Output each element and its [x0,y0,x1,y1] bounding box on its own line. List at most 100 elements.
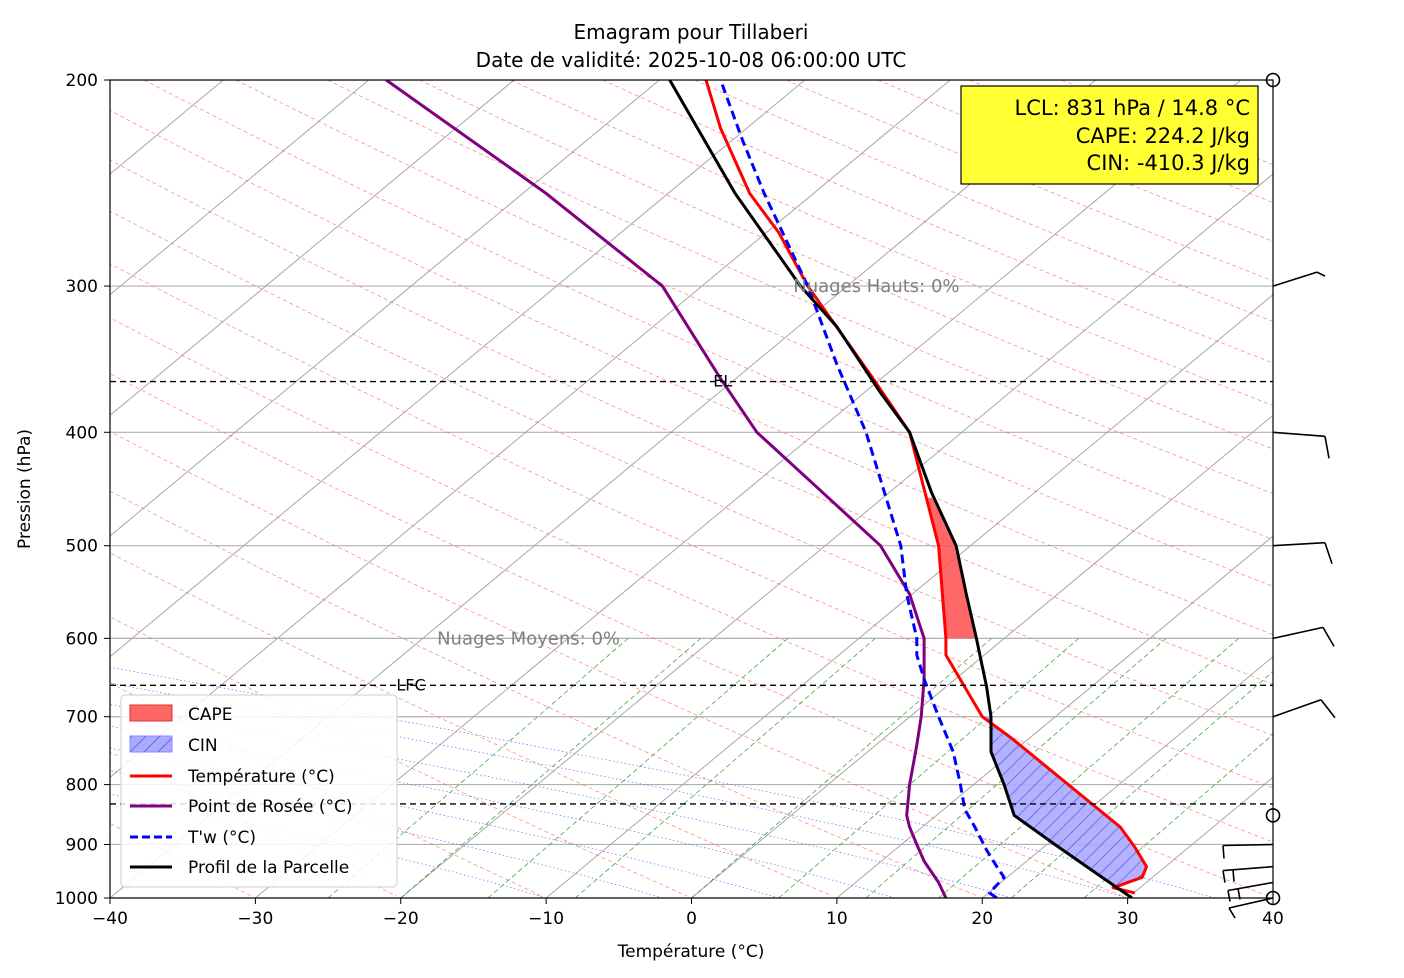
dry-adiabat [694,80,1273,322]
chart-title: Emagram pour Tillaberi [574,20,809,44]
legend-cape-label: CAPE [188,705,233,725]
y-tick-label: 1000 [55,889,98,909]
legend-parcel-label: Profil de la Parcelle [188,858,349,878]
legend: CAPE CIN Température (°C) Point de Rosée… [120,694,398,888]
mixing-ratio-line [1011,671,1273,898]
legend-dewpoint-label: Point de Rosée (°C) [188,797,353,817]
x-tick-label: −20 [383,909,419,929]
wind-barb-segment [1272,541,1326,547]
wind-barb-segment [1272,431,1326,438]
info-cin: CIN: -410.3 J/kg [1087,151,1250,175]
wind-barb-segment [1228,897,1274,909]
wind-barb-segment [1272,626,1324,640]
level-label-lfc: LFC [396,675,425,694]
wind-barb-600 [1272,626,1335,647]
isotherm [110,80,806,658]
calm-wind-circle [1265,890,1281,906]
x-tick-label: −40 [92,909,128,929]
y-axis-label: Pression (hPa) [15,429,35,549]
dry-adiabat [419,80,1273,450]
mixing-ratio-line [574,638,876,898]
cape-area [926,497,977,639]
wind-barb-segment [1272,271,1318,287]
dry-adiabat [110,317,1273,843]
legend-cin-swatch [129,735,173,753]
wind-barb-300 [1272,271,1326,287]
wind-barb-segment [1322,626,1335,647]
isotherm [110,80,370,296]
isotherm [1272,897,1273,898]
isotherm [255,80,1242,898]
y-tick-label: 800 [66,776,98,796]
wind-barb-segment [1272,698,1322,718]
legend-frame [120,694,398,888]
y-tick-label: 500 [66,537,98,557]
dry-adiabat [143,80,1273,587]
mixing-ratio-line [778,638,1079,898]
wind-barb-segment [1227,890,1231,902]
cin-area [982,716,1147,893]
wind-barb-segment [1222,870,1226,883]
moist-adiabat [110,682,1128,898]
wind-barb-970 [1227,881,1274,902]
x-axis-label: Température (°C) [617,942,765,962]
level-label-el: EL [713,372,732,391]
wind-barb-940 [1222,865,1274,883]
calm-wind-circle [1265,72,1281,88]
wind-barb-700 [1272,698,1336,719]
mixing-ratio-line [487,638,789,898]
dry-adiabat [110,431,1123,897]
isotherm [545,294,1273,898]
wind-barb-segment [1222,865,1274,872]
isotherm [0,68,92,898]
y-tick-label: 400 [66,423,98,443]
isotherm [110,80,515,417]
wind-barb-segment [1237,888,1241,900]
legend-cin-label: CIN [188,736,218,756]
parcel-line [668,80,1133,898]
x-tick-label: −10 [528,909,564,929]
isotherm [110,80,661,537]
info-cape: CAPE: 224.2 J/kg [1076,124,1250,148]
wind-barb-segment [1324,542,1333,564]
wind-barb-segment [1228,907,1236,919]
mixing-ratio-line [691,638,992,898]
moist-adiabat [110,666,1215,898]
legend-wetbulb-label: T'w (°C) [187,828,256,848]
x-tick-label: 0 [686,909,697,929]
legend-temperature-label: Température (°C) [187,767,335,787]
isotherm [691,414,1273,898]
cloud-label: Nuages Hauts: 0% [793,276,959,297]
wind-barb-segment [1324,436,1330,459]
info-box-background [960,85,1259,185]
isotherm [981,656,1273,898]
info-box: LCL: 831 hPa / 14.8 °C CAPE: 224.2 J/kg … [960,85,1259,185]
y-tick-label: 600 [66,629,98,649]
moist-adiabat [110,704,1012,898]
dry-adiabat [877,80,1273,242]
dry-adiabat [602,80,1273,364]
mixing-ratio-line [400,638,701,898]
dry-adiabat [110,110,1273,636]
y-tick-label: 700 [66,708,98,728]
dry-adiabat [786,80,1273,282]
dry-adiabat [235,80,1273,540]
wind-barb-segment [1222,843,1274,847]
x-tick-label: 10 [826,909,848,929]
dewpoint-line [385,80,948,898]
x-tick-label: 30 [1117,909,1139,929]
wind-barb-1000 [1228,897,1274,919]
dry-adiabat [1061,80,1273,165]
wind-barb-500 [1272,541,1333,564]
dry-adiabat [327,80,1273,495]
cloud-label: Nuages Moyens: 0% [437,628,620,649]
wind-barb-segment [1222,845,1225,859]
wind-barb-segment [1232,869,1235,882]
wetbulb-line [719,80,1006,898]
temperature-line [704,80,1148,895]
mixing-ratio-line [865,638,1167,898]
x-tick-label: 40 [1262,909,1284,929]
dry-adiabat [510,80,1273,406]
x-tick-label: 20 [971,909,993,929]
